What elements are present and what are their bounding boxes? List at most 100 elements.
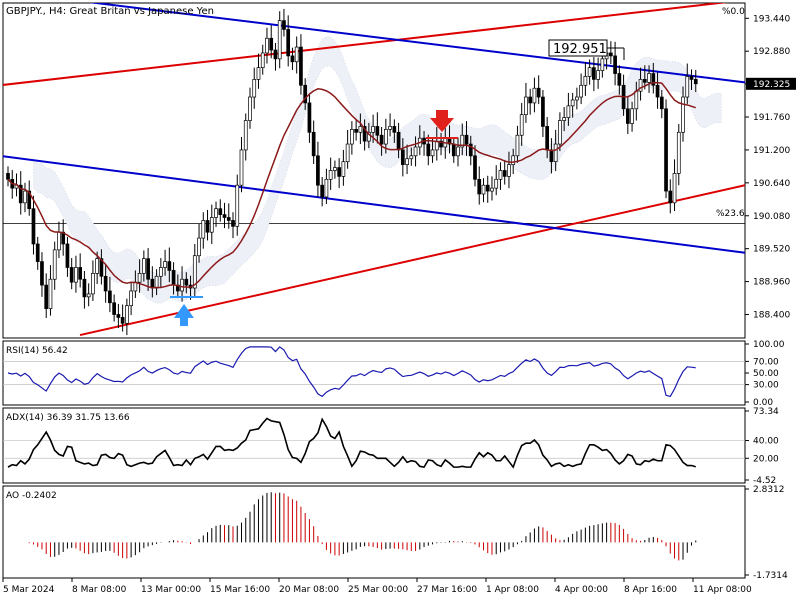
candle-body bbox=[511, 155, 516, 165]
candle-body bbox=[209, 217, 214, 233]
candle-body bbox=[44, 284, 49, 309]
candle-body bbox=[86, 293, 91, 298]
candle-body bbox=[473, 155, 477, 180]
candle-body bbox=[570, 99, 575, 107]
candle-body bbox=[248, 96, 252, 121]
indicator-tick-label: 70.00 bbox=[753, 357, 779, 367]
indicator-tick-label: 50.00 bbox=[753, 369, 779, 379]
candle-body bbox=[197, 237, 201, 257]
candle-body bbox=[541, 96, 545, 127]
candle-body bbox=[549, 149, 554, 163]
price-tick-label: 191.760 bbox=[753, 113, 790, 123]
candle-body bbox=[108, 290, 112, 304]
price-tick-label: 188.400 bbox=[753, 310, 790, 320]
candle-body bbox=[214, 208, 218, 218]
indicator-tick-label: 100.00 bbox=[753, 340, 785, 350]
candle-body bbox=[562, 117, 566, 121]
ma-line bbox=[7, 81, 696, 289]
chart-title: GBPJPY., H4: Great Britan vs Japanese Ye… bbox=[6, 6, 214, 17]
time-axis: 5 Mar 2024 8 Mar 08:00 13 Mar 00:00 15 Mar … bbox=[2, 578, 752, 595]
candle-body bbox=[192, 255, 197, 289]
candle-body bbox=[664, 108, 668, 192]
indicator-tick-label: 20.00 bbox=[753, 454, 779, 464]
candle-body bbox=[303, 84, 308, 104]
red-channel-upper bbox=[3, 3, 729, 86]
candle-body bbox=[498, 170, 503, 180]
candle-body bbox=[341, 161, 346, 177]
candle-body bbox=[634, 90, 639, 110]
candle-body bbox=[48, 278, 53, 309]
candle-body bbox=[400, 149, 405, 165]
rsi-pane[interactable] bbox=[2, 340, 746, 406]
candle-body bbox=[430, 149, 435, 157]
price-axis: 193.440 192.880 191.760 191.200 190.640 190.0… bbox=[745, 14, 796, 320]
candle-body bbox=[388, 126, 392, 130]
arrow-up-icon bbox=[174, 304, 194, 326]
price-tick-label: 191.200 bbox=[753, 146, 790, 156]
candle-body bbox=[277, 20, 282, 60]
candle-body bbox=[95, 258, 100, 274]
candle-body bbox=[375, 126, 380, 136]
indicator-tick-label: 40.00 bbox=[753, 437, 779, 447]
candle-body bbox=[413, 146, 418, 157]
candle-body bbox=[524, 96, 528, 116]
time-tick-label: 25 Mar 00:00 bbox=[348, 585, 408, 595]
candle-body bbox=[638, 79, 643, 92]
candle-body bbox=[74, 267, 78, 283]
arrow-down-icon bbox=[430, 110, 454, 132]
candle-body bbox=[383, 129, 388, 145]
candle-body bbox=[685, 76, 690, 98]
last-price-label: 192.325 bbox=[753, 80, 790, 90]
candle-body bbox=[337, 167, 341, 177]
candle-body bbox=[536, 87, 541, 98]
time-tick-label: 20 Mar 08:00 bbox=[279, 585, 339, 595]
candle-body bbox=[239, 149, 244, 186]
candle-body bbox=[78, 267, 83, 280]
candle-body bbox=[502, 170, 507, 177]
candles-group[interactable] bbox=[6, 8, 698, 336]
adx-indicator: 73.34 40.00 20.00 -4.52 bbox=[3, 407, 779, 486]
candle-body bbox=[116, 314, 121, 318]
price-tick-label: 190.080 bbox=[753, 212, 790, 222]
indicator-tick-label: 30.00 bbox=[753, 381, 779, 391]
price-tick-label: 192.880 bbox=[753, 47, 790, 57]
candle-body bbox=[358, 126, 363, 133]
ao-pane[interactable] bbox=[2, 485, 746, 579]
candle-body bbox=[575, 96, 579, 101]
candle-body bbox=[519, 114, 524, 136]
channel-group bbox=[3, 3, 745, 337]
indicator-tick-label: 73.34 bbox=[753, 407, 779, 417]
time-tick-label: 11 Apr 08:00 bbox=[693, 585, 752, 595]
time-tick-label: 4 Apr 00:00 bbox=[555, 585, 608, 595]
candle-body bbox=[65, 243, 70, 268]
candle-body bbox=[528, 96, 533, 104]
candle-body bbox=[226, 217, 231, 221]
candle-body bbox=[494, 178, 499, 189]
candle-body bbox=[553, 143, 558, 163]
time-tick-label: 8 Mar 08:00 bbox=[72, 585, 127, 595]
candle-body bbox=[18, 184, 23, 204]
price-pane[interactable] bbox=[2, 2, 746, 339]
candle-body bbox=[69, 267, 74, 283]
candle-body bbox=[655, 84, 660, 98]
candle-body bbox=[485, 184, 490, 192]
adx-pane[interactable] bbox=[2, 407, 746, 484]
red-channel-lower bbox=[79, 184, 745, 337]
candle-body bbox=[596, 70, 600, 80]
candle-body bbox=[40, 261, 44, 286]
candle-body bbox=[23, 190, 27, 204]
candle-body bbox=[112, 302, 116, 315]
candle-body bbox=[31, 208, 36, 245]
candle-body bbox=[642, 79, 647, 83]
rsi-label: RSI(14) 56.42 bbox=[6, 346, 68, 356]
candle-body bbox=[307, 102, 312, 133]
candle-body bbox=[354, 129, 358, 133]
candle-body bbox=[579, 84, 583, 98]
candle-body bbox=[672, 173, 677, 204]
candle-body bbox=[659, 96, 664, 110]
time-tick-label: 8 Apr 16:00 bbox=[624, 585, 677, 595]
candle-body bbox=[456, 146, 460, 157]
candle-body bbox=[150, 278, 155, 289]
candle-body bbox=[587, 67, 592, 77]
